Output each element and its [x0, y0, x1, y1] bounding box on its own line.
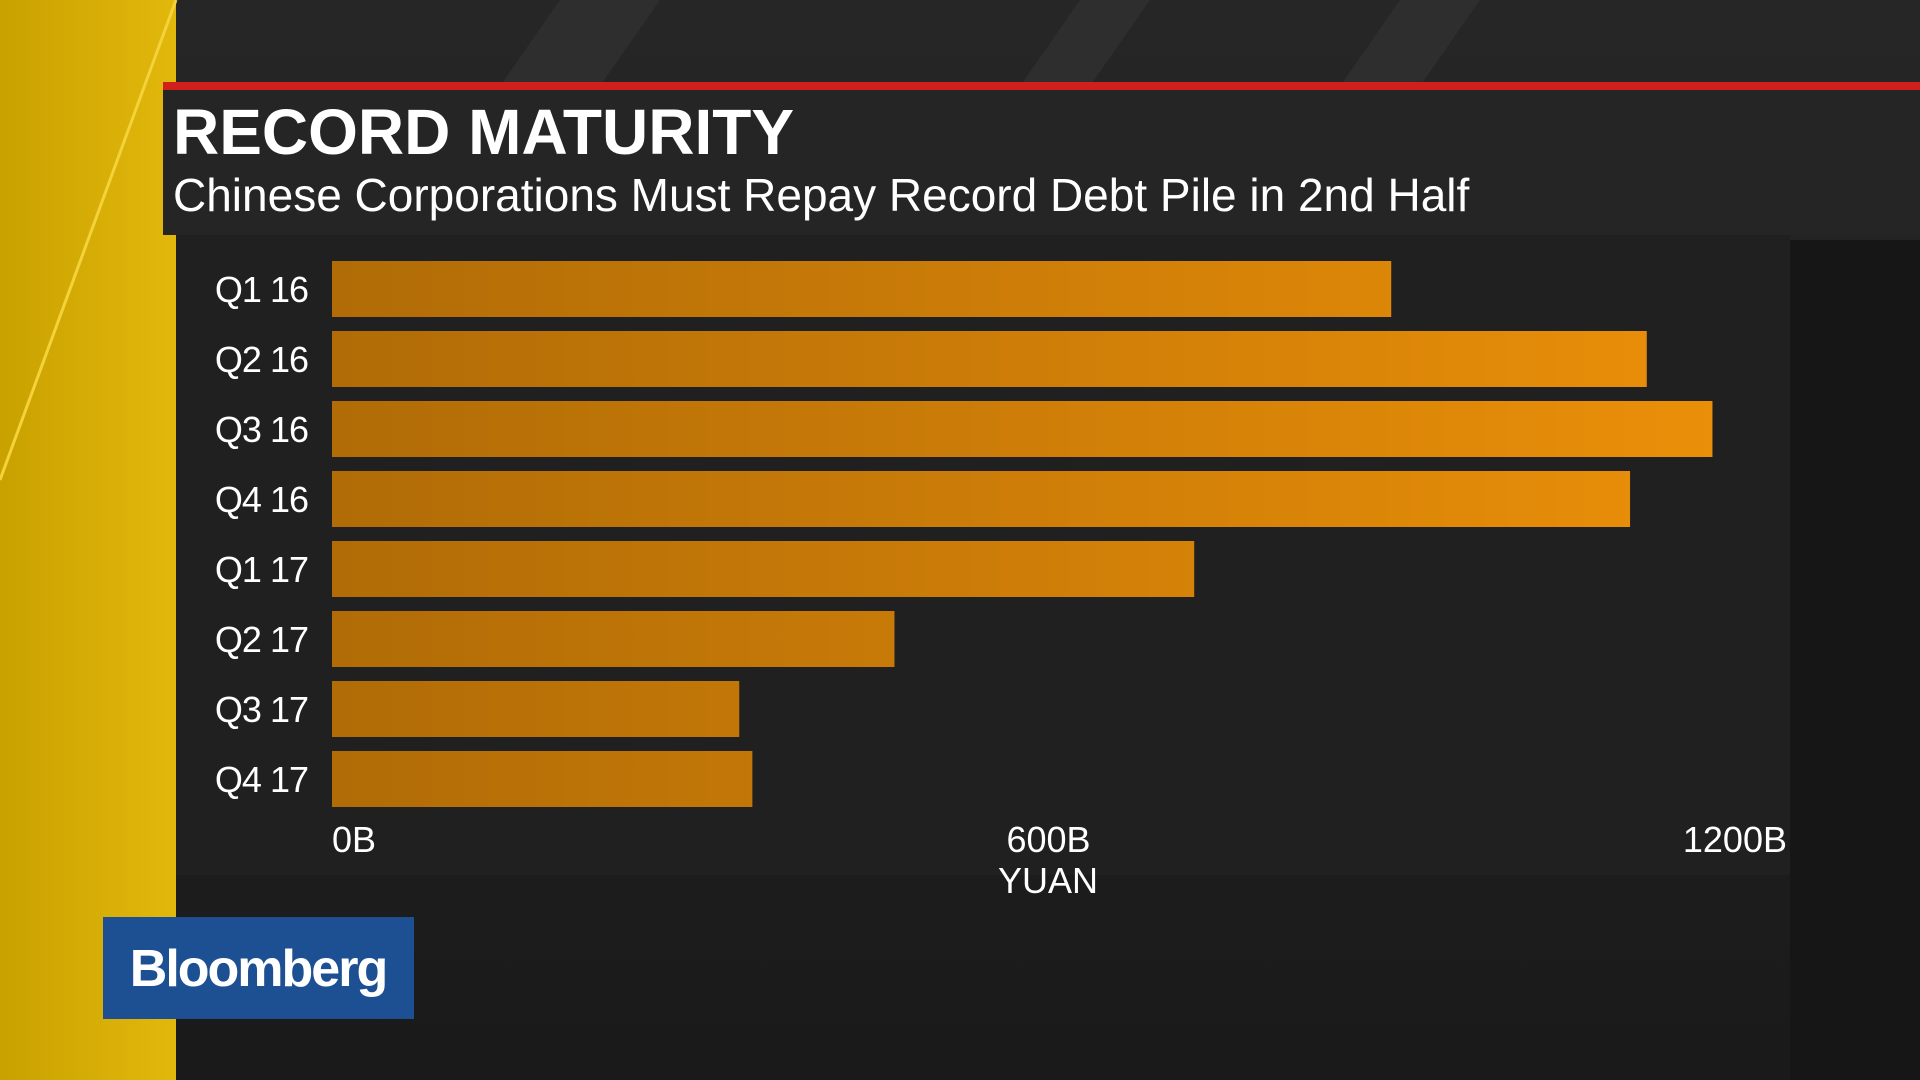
x-tick-label: 1200B	[1683, 819, 1787, 860]
chart-title: RECORD MATURITY	[173, 96, 794, 168]
bar-shade	[332, 681, 740, 737]
y-tick-label: Q4 17	[215, 759, 308, 800]
y-tick-label: Q1 16	[215, 269, 308, 310]
y-tick-label: Q1 17	[215, 549, 308, 590]
background-stripes	[500, 0, 1920, 1080]
bar-shade	[332, 261, 1392, 317]
x-axis-label: YUAN	[998, 860, 1098, 901]
x-tick-label: 0B	[332, 819, 376, 860]
brand-box	[103, 917, 414, 1019]
chart-subtitle: Chinese Corporations Must Repay Record D…	[173, 169, 1470, 221]
y-tick-label: Q3 17	[215, 689, 308, 730]
y-tick-label: Q2 17	[215, 619, 308, 660]
bar-shade	[332, 611, 895, 667]
red-rule	[163, 82, 1920, 90]
bar-shade	[332, 471, 1631, 527]
title-band	[163, 90, 1920, 235]
y-tick-label: Q3 16	[215, 409, 308, 450]
bar-shade	[332, 541, 1195, 597]
brand-logo: Bloomberg	[130, 940, 386, 998]
side-stripe	[0, 0, 178, 481]
bar-shade	[332, 331, 1647, 387]
side-panel	[0, 0, 176, 1080]
y-tick-label: Q4 16	[215, 479, 308, 520]
bar-shade	[332, 751, 753, 807]
x-tick-label: 600B	[1006, 819, 1090, 860]
bar-shade	[332, 401, 1713, 457]
y-tick-label: Q2 16	[215, 339, 308, 380]
